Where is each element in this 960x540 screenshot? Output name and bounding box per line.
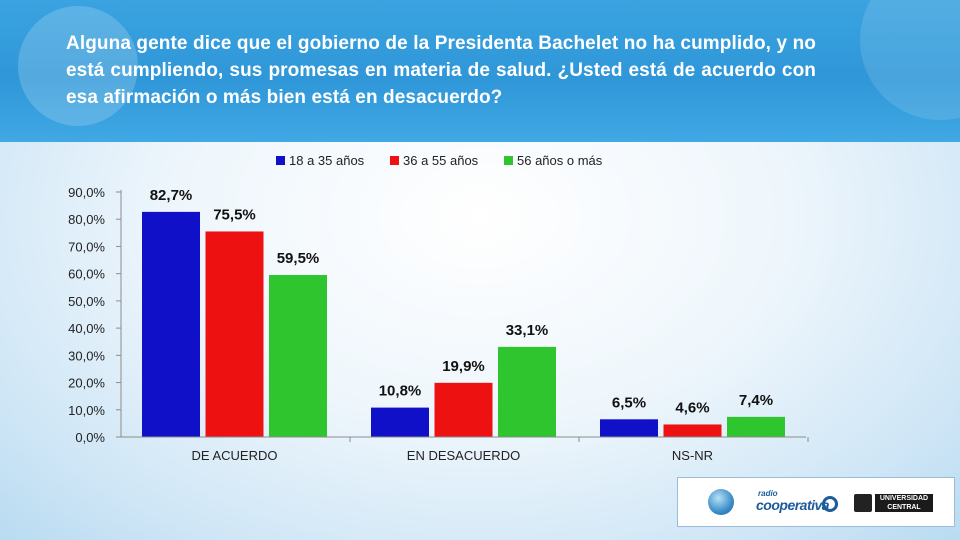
- bar: [498, 346, 556, 437]
- university-logo-text: UNIVERSIDAD CENTRAL: [875, 494, 933, 512]
- x-tick-label: EN DESACUERDO: [407, 448, 520, 463]
- bar: [663, 424, 722, 437]
- legend-swatch: [276, 156, 285, 165]
- legend-swatch: [504, 156, 513, 165]
- cooperativa-ring-icon: [822, 496, 838, 512]
- y-tick-label: 10,0%: [68, 403, 105, 418]
- bar: [600, 419, 658, 437]
- chart-legend: 18 a 35 años 36 a 55 años 56 años o más: [276, 153, 603, 168]
- bar: [205, 231, 264, 437]
- bar: [269, 275, 327, 437]
- bar: [142, 211, 200, 437]
- data-label: 59,5%: [277, 250, 320, 267]
- data-label: 6,5%: [612, 394, 646, 411]
- survey-question: Alguna gente dice que el gobierno de la …: [66, 33, 816, 108]
- bar-chart: 18 a 35 años 36 a 55 años 56 años o más 0,…: [68, 153, 809, 463]
- header-banner: Alguna gente dice que el gobierno de la …: [0, 0, 960, 142]
- y-tick-label: 70,0%: [68, 239, 105, 254]
- y-axis: 0,0% 10,0% 20,0% 30,0% 40,0% 50,0% 60,0% 70,0% 8…: [68, 185, 122, 445]
- legend-swatch: [390, 156, 399, 165]
- data-label: 4,6%: [675, 399, 709, 416]
- y-tick-label: 30,0%: [68, 348, 105, 363]
- legend-label: 18 a 35 años: [289, 153, 365, 168]
- y-tick-label: 40,0%: [68, 321, 105, 336]
- sponsor-logos: radio cooperativa UNIVERSIDAD CENTRAL: [677, 477, 955, 527]
- bar: [371, 407, 429, 437]
- data-label: 82,7%: [150, 187, 193, 204]
- y-tick-label: 80,0%: [68, 212, 105, 227]
- globe-logo-icon: [708, 489, 734, 515]
- y-tick-label: 0,0%: [75, 430, 105, 445]
- y-tick-label: 60,0%: [68, 267, 105, 282]
- radio-logo-text: radio: [758, 489, 778, 498]
- bars: 82,7% 75,5% 59,5% 10,8% 19,9% 33,1% 6,5% 4,6% 7,…: [142, 187, 785, 437]
- cooperativa-logo-text: cooperativa: [756, 497, 830, 513]
- legend-label: 56 años o más: [517, 153, 603, 168]
- y-tick-label: 50,0%: [68, 294, 105, 309]
- x-tick-label: NS-NR: [672, 448, 713, 463]
- data-label: 33,1%: [506, 322, 549, 339]
- x-tick-label: DE ACUERDO: [192, 448, 278, 463]
- data-label: 75,5%: [213, 206, 256, 223]
- x-axis: DE ACUERDO EN DESACUERDO NS-NR: [121, 436, 809, 463]
- y-tick-label: 20,0%: [68, 376, 105, 391]
- data-label: 10,8%: [379, 383, 422, 400]
- y-tick-label: 90,0%: [68, 185, 105, 200]
- data-label: 7,4%: [739, 392, 773, 409]
- university-crest-icon: [854, 494, 872, 512]
- bar: [434, 382, 493, 437]
- data-label: 19,9%: [442, 358, 485, 375]
- legend-label: 36 a 55 años: [403, 153, 479, 168]
- bar: [727, 416, 785, 437]
